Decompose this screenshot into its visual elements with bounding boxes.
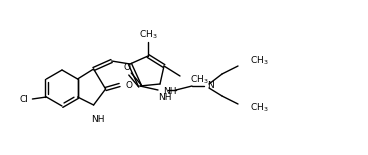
Text: O: O bbox=[124, 62, 131, 71]
Text: NH: NH bbox=[163, 86, 177, 95]
Text: CH$_3$: CH$_3$ bbox=[250, 55, 269, 67]
Text: N: N bbox=[207, 82, 214, 91]
Text: O: O bbox=[125, 80, 132, 89]
Text: CH$_3$: CH$_3$ bbox=[250, 102, 269, 114]
Text: NH: NH bbox=[158, 93, 172, 102]
Text: Cl: Cl bbox=[20, 95, 29, 104]
Text: CH$_3$: CH$_3$ bbox=[190, 74, 209, 86]
Text: CH$_3$: CH$_3$ bbox=[139, 29, 157, 41]
Text: NH: NH bbox=[91, 115, 105, 124]
